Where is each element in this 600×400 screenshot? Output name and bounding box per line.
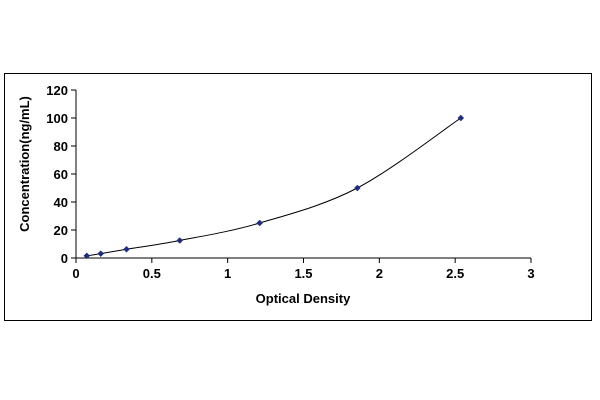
x-tick-label: 1 (224, 266, 231, 281)
y-tick-label: 40 (54, 195, 68, 210)
x-tick-label: 1.5 (294, 266, 312, 281)
data-point (353, 184, 361, 192)
curve-line (86, 117, 462, 257)
x-tick-label: 0.5 (143, 266, 161, 281)
y-tick-label: 20 (54, 223, 68, 238)
data-points (83, 114, 465, 260)
y-tick-label: 100 (46, 111, 68, 126)
y-tick-label: 0 (61, 251, 68, 266)
x-axis-title: Optical Density (256, 291, 351, 306)
data-point (256, 219, 264, 227)
y-tick-label: 120 (46, 83, 68, 98)
chart-frame: 0 0.5 1 1.5 2 2.5 3 0 20 40 60 80 100 120 Optical Den… (4, 73, 592, 321)
data-point (97, 250, 105, 257)
y-tick-label: 60 (54, 167, 68, 182)
tick-labels: 0 0.5 1 1.5 2 2.5 3 0 20 40 60 80 100 120 (46, 83, 534, 281)
x-tick-label: 0 (72, 266, 79, 281)
axes (75, 90, 531, 259)
x-tick-label: 2 (376, 266, 383, 281)
data-point (457, 114, 465, 122)
x-tick-label: 2.5 (446, 266, 464, 281)
fitted-curve (86, 117, 462, 257)
standard-curve-chart: 0 0.5 1 1.5 2 2.5 3 0 20 40 60 80 100 120 Optical Den… (17, 83, 535, 306)
data-point (83, 252, 91, 260)
data-point (176, 237, 184, 244)
y-tick-label: 80 (54, 139, 68, 154)
y-axis-title: Concentration(ng/mL) (17, 96, 32, 232)
x-tick-label: 3 (527, 266, 534, 281)
data-point (123, 245, 130, 253)
